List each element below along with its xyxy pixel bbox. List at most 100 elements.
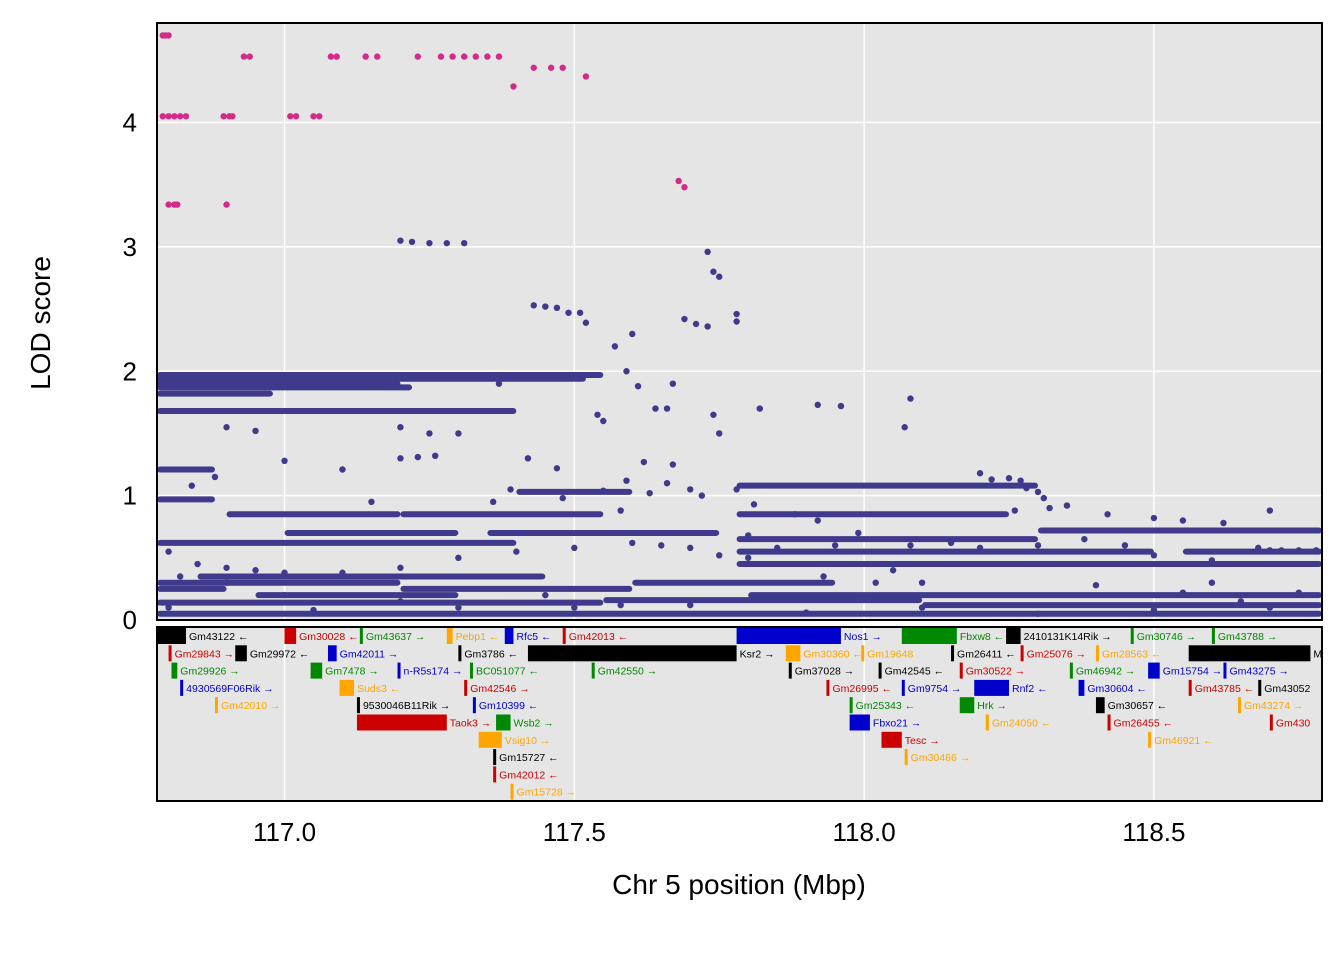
gene-gm42550-label: Gm42550 → [598,666,658,678]
snp-point-top [176,113,184,120]
gene-gm28563-label: Gm28563 ← [1102,648,1162,660]
snp-point [692,320,700,328]
snp-point-top [165,201,172,208]
gene-2410131k14rik-label: 2410131K14Rik → [1024,631,1112,643]
gene-n-r5s174-bar [397,662,401,679]
snp-point [750,501,758,508]
snp-point [663,479,671,487]
snp-point [658,542,665,549]
snp-point [663,405,671,412]
snp-point [901,424,908,431]
snp-point [339,466,346,473]
snp-point [629,539,636,547]
snp-point-top [460,53,468,60]
gene-rfc5-bar [504,628,514,644]
snp-point [791,511,798,518]
snp-point-top [582,73,590,80]
snp-band [1182,548,1322,555]
snp-point [1266,604,1274,611]
snp-point-top [362,53,369,60]
gene-gm46942-bar [1069,662,1073,679]
snp-point [1313,547,1320,554]
gene-gm15728-bar [510,783,514,800]
snp-point [165,548,172,555]
snp-point-top [182,113,190,120]
gene-gm29926-bar [171,662,178,679]
gene-suds3-label: Suds3 ← [357,683,400,695]
snp-point-top [414,53,422,60]
snp-point [1208,579,1216,586]
y-tick-label: 0 [123,605,137,635]
snp-point [397,564,404,571]
gene-nos1-bar [736,628,841,644]
y-tick-label: 1 [123,481,137,511]
gene-wsb2-bar [496,714,511,731]
snp-point [1034,542,1042,549]
gene-taok3-label: Taok3 → [450,718,491,730]
snp-band [736,548,1154,555]
snp-point [698,492,706,499]
snp-point-top [333,53,340,60]
gene-gm25076-bar [1020,645,1024,662]
y-tick-label: 4 [123,108,137,138]
snp-point-top [165,113,172,120]
gene-fbxo21-label: Fbxo21 → [873,718,921,730]
snp-point [617,601,624,609]
snp-point [513,548,520,555]
snp-point [432,452,439,460]
gene-gm42546-bar [464,679,468,696]
snp-point [1121,542,1129,549]
gene-gm7478-bar [310,662,323,679]
snp-point [565,309,572,316]
snp-point-top [472,53,479,60]
snp-point [814,401,821,409]
gene-gm46921-label: Gm46921 ← [1154,735,1214,747]
snp-point-top [220,113,227,120]
snp-point-top [240,53,248,60]
snp-point [600,417,607,425]
gene-gm25343-bar [849,697,853,714]
snp-point [716,430,723,437]
gene-gm430-bar [1269,714,1273,731]
snp-point [211,473,219,481]
gene-gm29972-label: Gm29972 ← [250,648,310,660]
gene-nos1-label: Nos1 → [844,631,882,643]
gene-gm30360-label: Gm30360 ← [803,648,863,660]
gene-gm15728-label: Gm15728 → [517,787,577,799]
snp-point [252,427,259,435]
snp-point [455,430,462,437]
gene-gm42013-label: Gm42013 ← [569,631,629,643]
snp-point [594,411,601,418]
snp-point [553,465,561,472]
snp-point [1005,475,1013,482]
gene-pebp1-bar [446,628,453,644]
gene-gm28563-bar [1095,645,1099,662]
snp-point [1266,547,1274,554]
gene-gm15754-bar [1148,662,1160,679]
gene-vsig10-label: Vsig10 → [505,735,551,747]
lod-panel-border [156,22,1323,621]
gene-gm24050-label: Gm24050 ← [992,718,1052,730]
gene-rnf2-bar [974,679,1010,696]
gene-gm37028-label: Gm37028 → [795,666,855,678]
gene-gm30466-bar [904,749,908,766]
gene-track: Gm43122 ← Gm30028 ← Gm43637 → Pebp1 ← Rfc5 ←… [157,628,1322,800]
snp-point [802,609,810,616]
snp-point [571,604,578,611]
snp-point-top [229,113,236,120]
snp-point [611,343,619,350]
snp-point [716,273,723,280]
snp-point [478,373,485,380]
gene-fbxw8-bar [901,628,957,644]
gene-gm15727-bar [493,749,497,766]
y-axis-title: LOD score [25,256,56,390]
snp-point-top [223,201,230,208]
x-tick-label: 117.5 [543,817,606,847]
snp-point [188,482,195,489]
snp-point [976,470,984,477]
gene-gm43785-label: Gm43785 ← [1195,683,1255,695]
snp-band [157,390,273,397]
snp-point-top [316,113,323,120]
snp-point-top [292,113,300,120]
snp-band [197,573,546,580]
